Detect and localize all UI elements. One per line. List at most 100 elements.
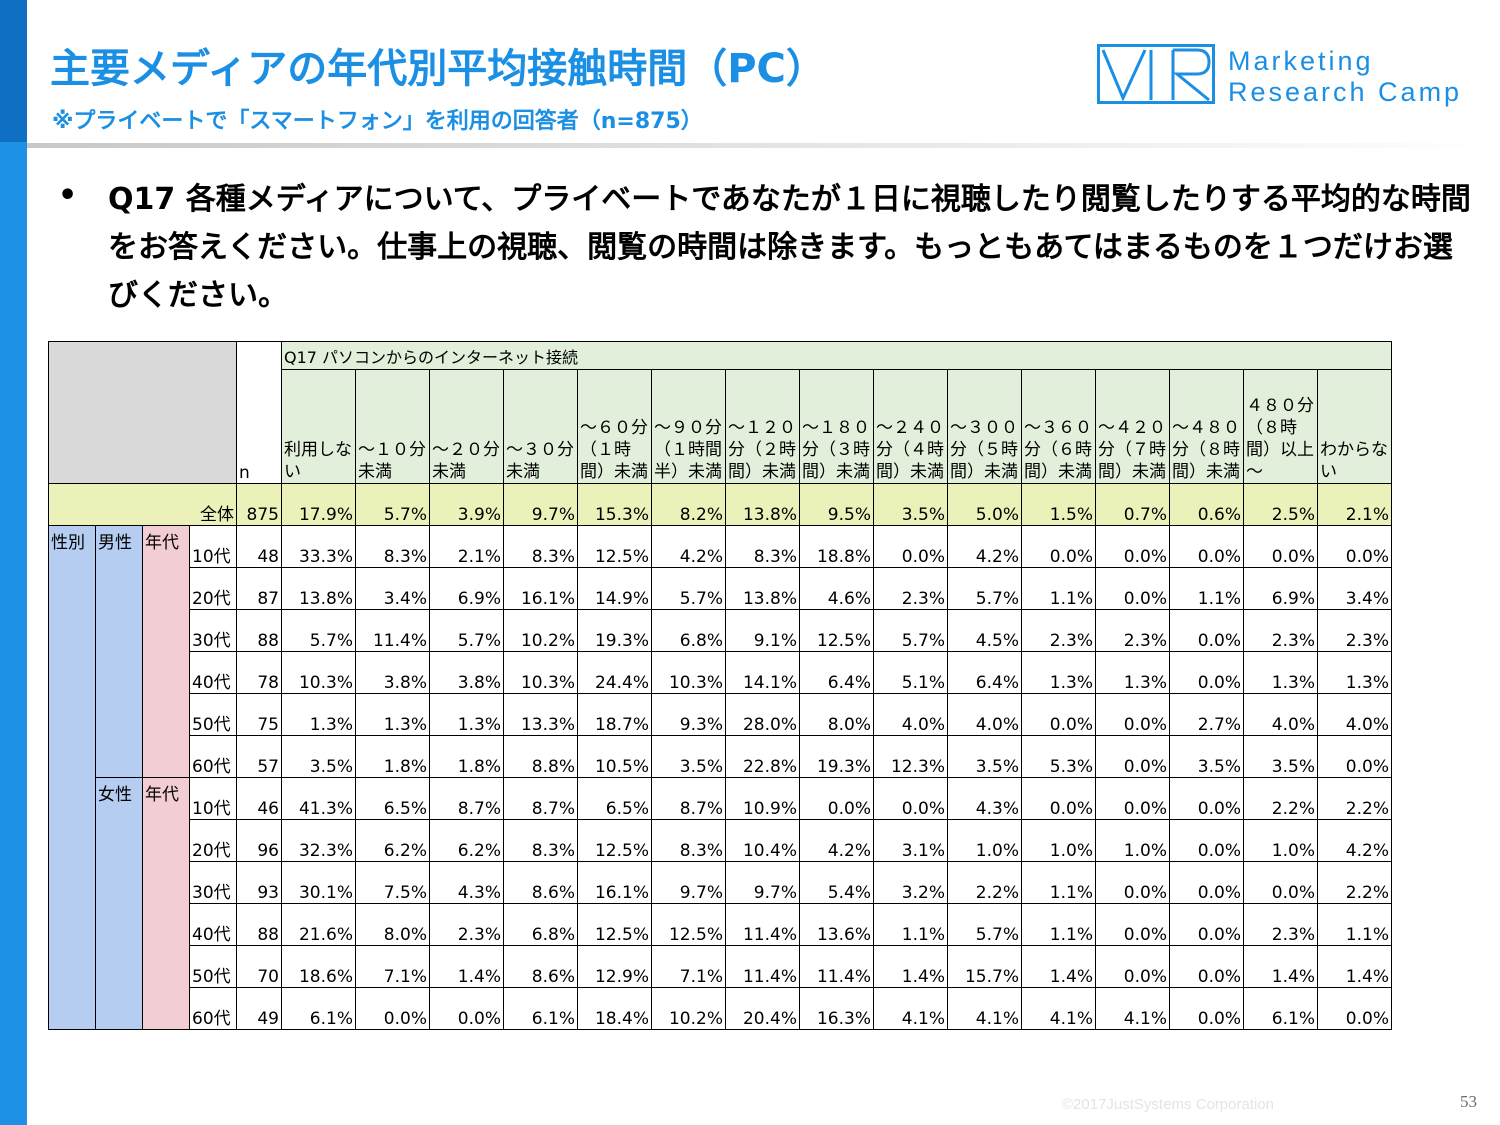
age-label: 30代 (189, 609, 237, 652)
value-cell: 0.0% (873, 525, 948, 568)
value-cell: 21.6% (281, 903, 356, 946)
value-cell: 0.0% (1317, 987, 1392, 1030)
value-cell: 4.5% (947, 609, 1022, 652)
age-label: 50代 (189, 693, 237, 736)
value-cell: 4.0% (947, 693, 1022, 736)
value-cell: 8.7% (651, 777, 726, 820)
column-header: わからない (1317, 369, 1392, 484)
value-cell: 12.5% (577, 819, 652, 862)
value-cell: 2.1% (429, 525, 504, 568)
value-cell: 0.0% (1021, 777, 1096, 820)
table-header-row: 利用しない ～１０分未満 ～２０分未満 ～３０分未満 ～６０分（１時間）未満 ～９０分（１… (49, 369, 1392, 484)
value-cell: 5.4% (799, 861, 874, 904)
total-value-cell: 0.7% (1095, 483, 1170, 526)
value-cell: 1.4% (1021, 945, 1096, 988)
gender-label: 女性 (95, 777, 143, 1030)
value-cell: 3.5% (651, 735, 726, 778)
value-cell: 1.8% (355, 735, 430, 778)
header-divider (27, 143, 1500, 148)
value-cell: 10.3% (503, 651, 578, 694)
page-subtitle: ※プライベートで「スマートフォン」を利用の回答者（n=875） (52, 109, 703, 134)
value-cell: 4.1% (1095, 987, 1170, 1030)
value-cell: 0.0% (1243, 861, 1318, 904)
n-header-cell: n (236, 341, 282, 484)
column-header: ～２０分未満 (429, 369, 504, 484)
value-cell: 12.5% (577, 903, 652, 946)
value-cell: 32.3% (281, 819, 356, 862)
column-header: ～３００分（５時間）未満 (947, 369, 1022, 484)
value-cell: 11.4% (799, 945, 874, 988)
value-cell: 0.0% (1169, 651, 1244, 694)
value-cell: 11.4% (355, 609, 430, 652)
value-cell: 0.0% (1095, 861, 1170, 904)
value-cell: 33.3% (281, 525, 356, 568)
value-cell: 1.8% (429, 735, 504, 778)
value-cell: 5.7% (947, 567, 1022, 610)
value-cell: 9.3% (651, 693, 726, 736)
age-label: 30代 (189, 861, 237, 904)
value-cell: 1.3% (355, 693, 430, 736)
value-cell: 2.3% (1021, 609, 1096, 652)
value-cell: 9.1% (725, 609, 800, 652)
value-cell: 4.2% (1317, 819, 1392, 862)
total-value-cell: 5.0% (947, 483, 1022, 526)
total-n: 875 (236, 483, 282, 526)
value-cell: 2.3% (1095, 609, 1170, 652)
value-cell: 1.1% (1021, 903, 1096, 946)
value-cell: 0.0% (873, 777, 948, 820)
value-cell: 30.1% (281, 861, 356, 904)
value-cell: 10.2% (651, 987, 726, 1030)
gender-label: 男性 (95, 525, 143, 778)
table-row: 女性 年代 10代 46 41.3% 6.5% 8.7% 8.7% 6.5% 8.7% 10.9% 0… (49, 777, 1392, 1030)
value-cell: 1.3% (1243, 651, 1318, 694)
value-cell: 13.3% (503, 693, 578, 736)
value-cell: 5.1% (873, 651, 948, 694)
logo-text: Marketing Research Camp (1228, 46, 1462, 108)
value-cell: 11.4% (725, 945, 800, 988)
value-cell: 13.8% (281, 567, 356, 610)
value-cell: 16.1% (577, 861, 652, 904)
value-cell: 0.0% (1169, 777, 1244, 820)
value-cell: 8.0% (799, 693, 874, 736)
value-cell: 6.2% (429, 819, 504, 862)
value-cell: 0.0% (355, 987, 430, 1030)
total-value-cell: 1.5% (1021, 483, 1096, 526)
value-cell: 5.7% (429, 609, 504, 652)
value-cell: 2.3% (873, 567, 948, 610)
value-cell: 8.7% (503, 777, 578, 820)
value-cell: 6.8% (651, 609, 726, 652)
value-cell: 12.5% (651, 903, 726, 946)
value-cell: 0.0% (1169, 609, 1244, 652)
total-value-cell: 2.5% (1243, 483, 1318, 526)
value-cell: 0.0% (1243, 525, 1318, 568)
value-cell: 24.4% (577, 651, 652, 694)
row-n: 87 (236, 567, 282, 610)
value-cell: 0.0% (429, 987, 504, 1030)
total-value-cell: 9.5% (799, 483, 874, 526)
age-label: 10代 (189, 777, 237, 820)
total-value-cell: 13.8% (725, 483, 800, 526)
value-cell: 41.3% (281, 777, 356, 820)
value-cell: 7.5% (355, 861, 430, 904)
total-label: 全体 (48, 483, 237, 526)
value-cell: 4.2% (651, 525, 726, 568)
value-cell: 10.3% (651, 651, 726, 694)
value-cell: 2.2% (1317, 861, 1392, 904)
age-label: 60代 (189, 987, 237, 1030)
value-cell: 3.4% (1317, 567, 1392, 610)
value-cell: 7.1% (651, 945, 726, 988)
value-cell: 8.0% (355, 903, 430, 946)
value-cell: 6.1% (281, 987, 356, 1030)
page-title: 主要メディアの年代別平均接触時間（PC） (50, 46, 826, 92)
total-value-cell: 3.5% (873, 483, 948, 526)
value-cell: 6.4% (947, 651, 1022, 694)
value-cell: 20.4% (725, 987, 800, 1030)
value-cell: 6.9% (429, 567, 504, 610)
value-cell: 28.0% (725, 693, 800, 736)
column-header: ～９０分（１時間半）未満 (651, 369, 726, 484)
value-cell: 14.9% (577, 567, 652, 610)
value-cell: 1.1% (1317, 903, 1392, 946)
value-cell: 2.2% (1243, 777, 1318, 820)
value-cell: 1.1% (873, 903, 948, 946)
value-cell: 4.0% (1243, 693, 1318, 736)
